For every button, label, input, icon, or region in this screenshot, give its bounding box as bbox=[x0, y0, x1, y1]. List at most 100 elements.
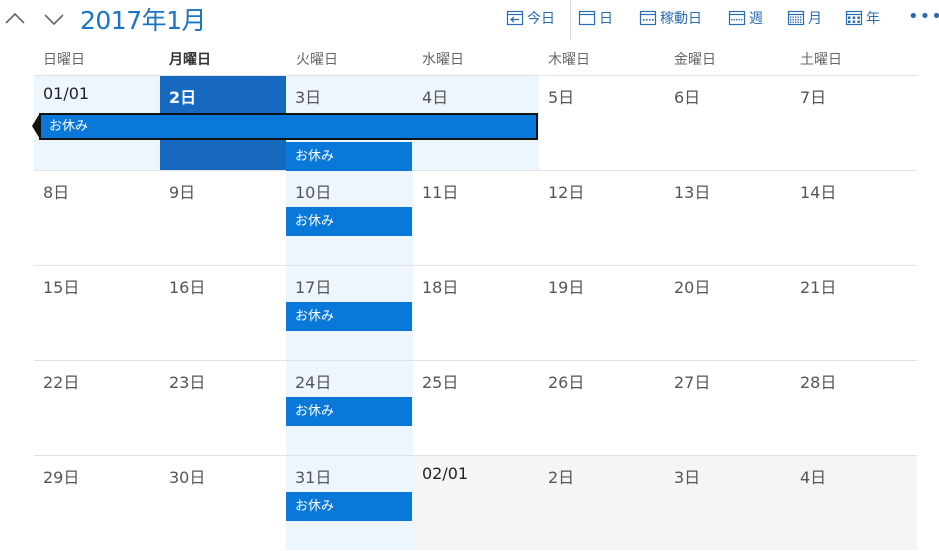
day-number: 23日 bbox=[169, 373, 206, 392]
month-view-button[interactable]: 月 bbox=[787, 8, 822, 28]
day-cell[interactable]: 29日 bbox=[34, 456, 160, 550]
day-cell[interactable]: 19日 bbox=[539, 266, 665, 360]
next-month-button[interactable] bbox=[43, 8, 65, 30]
day-cell[interactable]: 16日 bbox=[160, 266, 286, 360]
event[interactable]: お休み bbox=[286, 397, 412, 426]
day-number: 12日 bbox=[548, 183, 585, 202]
chevron-up-icon bbox=[5, 12, 25, 24]
day-number: 21日 bbox=[800, 278, 837, 297]
day-number: 29日 bbox=[43, 468, 80, 487]
month-view-icon bbox=[787, 10, 805, 26]
year-view-button[interactable]: 年 bbox=[845, 8, 880, 28]
day-number: 8日 bbox=[43, 183, 70, 202]
week-row: 22日 23日 24日 25日 26日 27日 28日 bbox=[34, 360, 917, 456]
weekday-mon: 月曜日 bbox=[169, 52, 211, 68]
day-cell[interactable]: 02/01 bbox=[413, 456, 539, 550]
day-number: 6日 bbox=[674, 88, 701, 107]
day-cell[interactable]: 25日 bbox=[413, 361, 539, 455]
event[interactable]: お休み bbox=[286, 207, 412, 236]
day-number: 18日 bbox=[422, 278, 459, 297]
day-number: 25日 bbox=[422, 373, 459, 392]
week-view-icon bbox=[728, 10, 746, 26]
day-cell[interactable]: 11日 bbox=[413, 171, 539, 265]
day-cell[interactable]: 22日 bbox=[34, 361, 160, 455]
day-number: 11日 bbox=[422, 183, 459, 202]
day-cell[interactable]: 7日 bbox=[791, 76, 917, 170]
weekday-thu: 木曜日 bbox=[548, 52, 590, 68]
year-view-icon bbox=[845, 10, 863, 26]
event[interactable]: お休み bbox=[286, 302, 412, 331]
day-cell[interactable]: 21日 bbox=[791, 266, 917, 360]
day-number: 15日 bbox=[43, 278, 80, 297]
weekday-sun: 日曜日 bbox=[43, 52, 85, 68]
day-number: 02/01 bbox=[422, 464, 469, 483]
work-week-view-icon bbox=[639, 10, 657, 26]
work-week-view-button[interactable]: 稼動日 bbox=[639, 8, 702, 28]
day-view-button[interactable]: 日 bbox=[578, 8, 613, 28]
day-view-icon bbox=[578, 10, 596, 26]
day-number: 4日 bbox=[800, 468, 827, 487]
multi-day-event[interactable]: お休み bbox=[39, 113, 538, 140]
day-cell[interactable]: 27日 bbox=[665, 361, 791, 455]
event-continuation-icon bbox=[32, 113, 40, 139]
day-number: 31日 bbox=[295, 468, 332, 487]
day-cell[interactable]: 6日 bbox=[665, 76, 791, 170]
day-cell[interactable]: 26日 bbox=[539, 361, 665, 455]
day-cell[interactable]: 13日 bbox=[665, 171, 791, 265]
week-row: 29日 30日 31日 02/01 2日 3日 4日 bbox=[34, 455, 917, 551]
day-number: 14日 bbox=[800, 183, 837, 202]
day-cell[interactable]: 30日 bbox=[160, 456, 286, 550]
day-number: 2日 bbox=[169, 88, 197, 107]
day-cell[interactable]: 20日 bbox=[665, 266, 791, 360]
day-cell[interactable]: 28日 bbox=[791, 361, 917, 455]
today-icon bbox=[506, 10, 524, 26]
day-cell[interactable]: 12日 bbox=[539, 171, 665, 265]
event[interactable]: お休み bbox=[286, 142, 412, 171]
day-number: 17日 bbox=[295, 278, 332, 297]
day-number: 4日 bbox=[422, 88, 449, 107]
today-label: 今日 bbox=[527, 11, 555, 27]
day-number: 27日 bbox=[674, 373, 711, 392]
weekday-sat: 土曜日 bbox=[800, 52, 842, 68]
day-cell[interactable]: 2日 bbox=[539, 456, 665, 550]
event[interactable]: お休み bbox=[286, 492, 412, 521]
year-view-label: 年 bbox=[866, 11, 880, 27]
toolbar-divider bbox=[570, 0, 571, 40]
chevron-down-icon bbox=[44, 14, 64, 26]
day-cell[interactable]: 8日 bbox=[34, 171, 160, 265]
day-cell[interactable]: 23日 bbox=[160, 361, 286, 455]
day-number: 24日 bbox=[295, 373, 332, 392]
day-number: 2日 bbox=[548, 468, 575, 487]
week-view-label: 週 bbox=[749, 11, 763, 27]
weekday-wed: 水曜日 bbox=[422, 52, 464, 68]
today-button[interactable]: 今日 bbox=[506, 8, 555, 28]
work-week-view-label: 稼動日 bbox=[660, 11, 702, 27]
day-cell[interactable]: 3日 bbox=[665, 456, 791, 550]
day-cell[interactable]: 9日 bbox=[160, 171, 286, 265]
weekday-fri: 金曜日 bbox=[674, 52, 716, 68]
day-number: 19日 bbox=[548, 278, 585, 297]
month-grid: 01/01 2日 3日 4日 5日 6日 7日 8日 9日 10日 11日 12日 13日 14日 15日 1… bbox=[32, 75, 917, 550]
day-number: 22日 bbox=[43, 373, 80, 392]
day-number: 13日 bbox=[674, 183, 711, 202]
day-cell[interactable]: 14日 bbox=[791, 171, 917, 265]
day-number: 20日 bbox=[674, 278, 711, 297]
day-cell[interactable]: 4日 bbox=[791, 456, 917, 550]
day-cell[interactable]: 15日 bbox=[34, 266, 160, 360]
day-number: 28日 bbox=[800, 373, 837, 392]
more-options-button[interactable]: ••• bbox=[908, 6, 939, 27]
week-view-button[interactable]: 週 bbox=[728, 8, 763, 28]
day-number: 3日 bbox=[295, 88, 322, 107]
weekday-tue: 火曜日 bbox=[296, 52, 338, 68]
day-number: 16日 bbox=[169, 278, 206, 297]
day-number: 10日 bbox=[295, 183, 332, 202]
day-number: 7日 bbox=[800, 88, 827, 107]
day-number: 30日 bbox=[169, 468, 206, 487]
day-number: 9日 bbox=[169, 183, 196, 202]
day-cell[interactable]: 5日 bbox=[539, 76, 665, 170]
day-view-label: 日 bbox=[599, 11, 613, 27]
day-cell[interactable]: 18日 bbox=[413, 266, 539, 360]
previous-month-button[interactable] bbox=[4, 8, 26, 30]
month-title[interactable]: 2017年1月 bbox=[80, 6, 207, 35]
calendar-header: 2017年1月 今日 日 稼動日 週 月 年 ••• bbox=[0, 0, 939, 40]
